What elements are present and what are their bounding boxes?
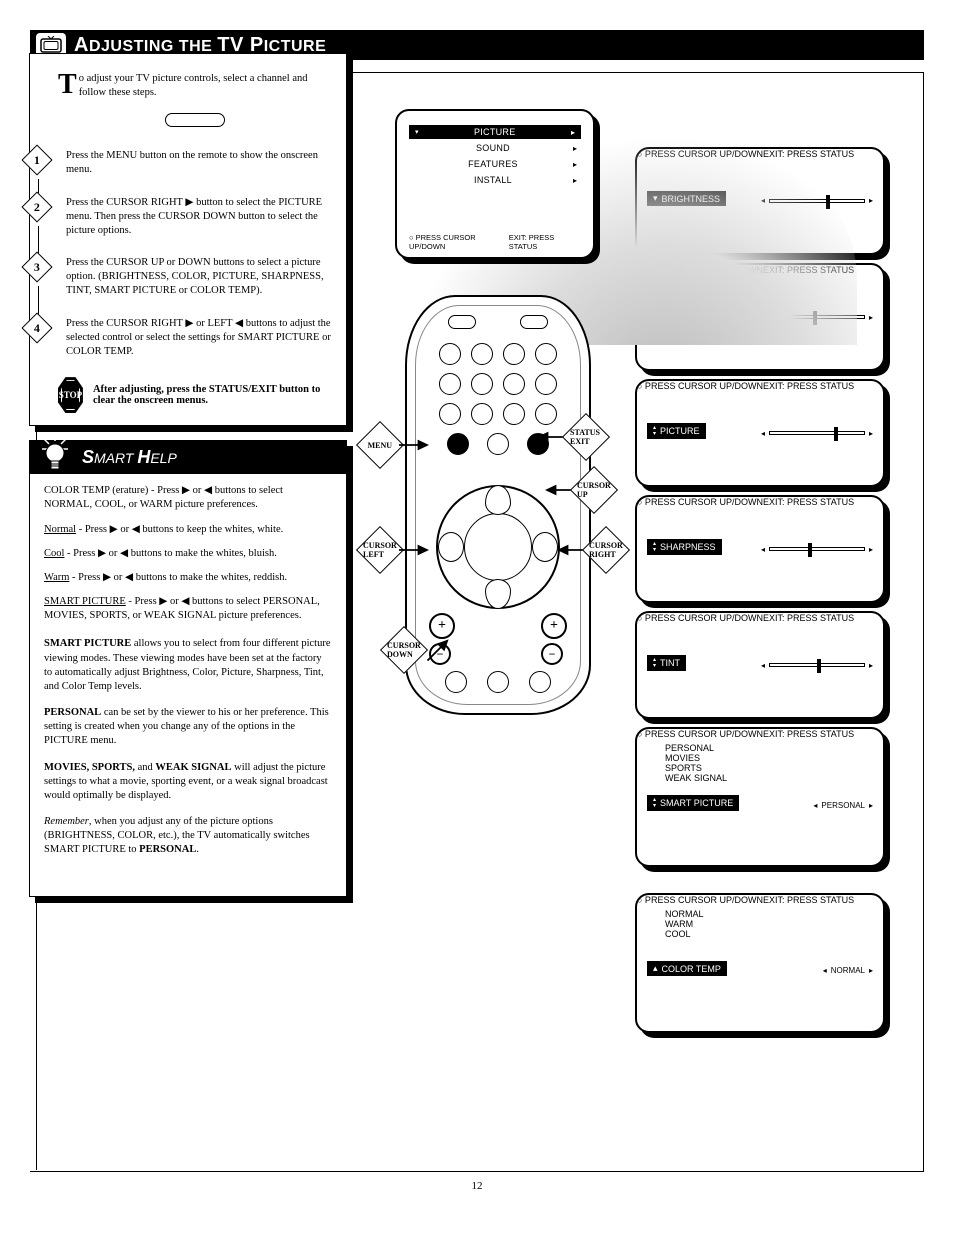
remote-button[interactable]: [471, 403, 493, 425]
smart-help-header: SMART HELP: [30, 441, 346, 474]
step-4: 4 Press the CURSOR RIGHT ▶ or LEFT ◀ but…: [58, 317, 332, 360]
page-number: 12: [30, 1180, 924, 1192]
step-number-3: 3: [21, 252, 52, 283]
adjust-screen-picture: ▴▾PICTURE◂▸○ PRESS CURSOR UP/DOWNEXIT: P…: [635, 379, 885, 487]
menu-item-features[interactable]: FEATURES▸: [409, 157, 581, 171]
remote-button[interactable]: [439, 373, 461, 395]
pointer-cursor-down: CURSOR DOWN: [387, 633, 455, 667]
adjust-screen-smartpicture: PERSONALMOVIESSPORTSWEAK SIGNAL▴▾SMART P…: [635, 727, 885, 867]
pointer-cursor-right: CURSOR RIGHT: [555, 533, 623, 567]
step-2: 2 Press the CURSOR RIGHT ▶ button to sel…: [58, 196, 332, 239]
help-colortemp: COLOR TEMP (erature) - Press ▶ or ◀ butt…: [44, 484, 332, 512]
stop-row: STOP After adjusting, press the STATUS/E…: [58, 377, 332, 413]
cursor-down-button[interactable]: [485, 579, 511, 609]
help-cool: Cool - Press ▶ or ◀ buttons to make the …: [44, 547, 332, 561]
smart-help-box: SMART HELP COLOR TEMP (erature) - Press …: [29, 440, 347, 896]
step-3: 3 Press the CURSOR UP or DOWN buttons to…: [58, 256, 332, 299]
smart-help-description: SMART PICTURE allows you to select from …: [30, 637, 346, 881]
menu-button[interactable]: [447, 433, 469, 455]
remote-button[interactable]: [520, 315, 548, 329]
remote-button[interactable]: [439, 403, 461, 425]
pointer-cursor-left: CURSOR LEFT: [363, 533, 431, 567]
cursor-ring: [436, 485, 560, 609]
pointer-status: STATUS EXIT: [535, 420, 603, 454]
remote-button[interactable]: [448, 315, 476, 329]
pointer-menu: MENU: [363, 428, 431, 462]
cursor-left-button[interactable]: [438, 532, 464, 562]
left-column: To adjust your TV picture controls, sele…: [29, 53, 347, 897]
remote-button[interactable]: [471, 373, 493, 395]
help-warm: Warm - Press ▶ or ◀ buttons to make the …: [44, 571, 332, 585]
pointer-cursor-up: CURSOR UP: [543, 473, 611, 507]
intro-text: To adjust your TV picture controls, sele…: [58, 72, 332, 99]
remote-button[interactable]: [503, 373, 525, 395]
remote-button[interactable]: [503, 343, 525, 365]
remote-button[interactable]: [487, 433, 509, 455]
remote-button[interactable]: [439, 343, 461, 365]
help-smartpicture: SMART PICTURE - Press ▶ or ◀ buttons to …: [44, 595, 332, 623]
adjust-screen-colortemp: NORMALWARMCOOL▴COLOR TEMP◂NORMAL▸○ PRESS…: [635, 893, 885, 1033]
instruction-steps-box: To adjust your TV picture controls, sele…: [29, 53, 347, 426]
stop-icon: STOP: [58, 377, 83, 413]
manual-page: ADJUSTING THE TV PICTURE To adjust your …: [0, 0, 954, 1212]
menu-item-sound[interactable]: SOUND▸: [409, 141, 581, 155]
remote-button[interactable]: [487, 671, 509, 693]
stop-text: After adjusting, press the STATUS/EXIT b…: [93, 384, 332, 406]
step-number-4: 4: [21, 312, 52, 343]
step-number-1: 1: [21, 145, 52, 176]
ch-plus-button[interactable]: +: [541, 613, 567, 639]
step-number-2: 2: [21, 191, 52, 222]
remote-button[interactable]: [471, 343, 493, 365]
main-menu-list: ▾PICTURE▸ SOUND▸ FEATURES▸ INSTALL▸: [397, 111, 593, 197]
menu-button-graphic: [165, 113, 225, 127]
menu-item-picture[interactable]: ▾PICTURE▸: [409, 125, 581, 139]
right-illustration-area: ▾PICTURE▸ SOUND▸ FEATURES▸ INSTALL▸ ○ PRESS…: [367, 85, 915, 1162]
remote-button[interactable]: [445, 671, 467, 693]
remote-button[interactable]: [535, 343, 557, 365]
help-normal: Normal - Press ▶ or ◀ buttons to keep th…: [44, 523, 332, 537]
remote-button[interactable]: [535, 373, 557, 395]
screen-footer: ○ PRESS CURSOR UP/DOWNEXIT: PRESS STATUS: [409, 233, 581, 251]
cursor-up-button[interactable]: [485, 485, 511, 515]
content-frame: To adjust your TV picture controls, sele…: [30, 72, 924, 1172]
ch-minus-button[interactable]: −: [541, 643, 563, 665]
adjust-screen-tint: ▴▾TINT◂▸○ PRESS CURSOR UP/DOWNEXIT: PRES…: [635, 611, 885, 719]
step-1: 1 Press the MENU button on the remote to…: [58, 149, 332, 177]
lightbulb-icon: [40, 433, 70, 473]
tv-screen-main-menu: ▾PICTURE▸ SOUND▸ FEATURES▸ INSTALL▸ ○ PRESS…: [395, 109, 595, 259]
smart-help-body: COLOR TEMP (erature) - Press ▶ or ◀ butt…: [30, 474, 346, 637]
menu-item-install[interactable]: INSTALL▸: [409, 173, 581, 187]
adjust-screen-sharpness: ▴▾SHARPNESS◂▸○ PRESS CURSOR UP/DOWNEXIT:…: [635, 495, 885, 603]
remote-button[interactable]: [529, 671, 551, 693]
remote-button[interactable]: [503, 403, 525, 425]
